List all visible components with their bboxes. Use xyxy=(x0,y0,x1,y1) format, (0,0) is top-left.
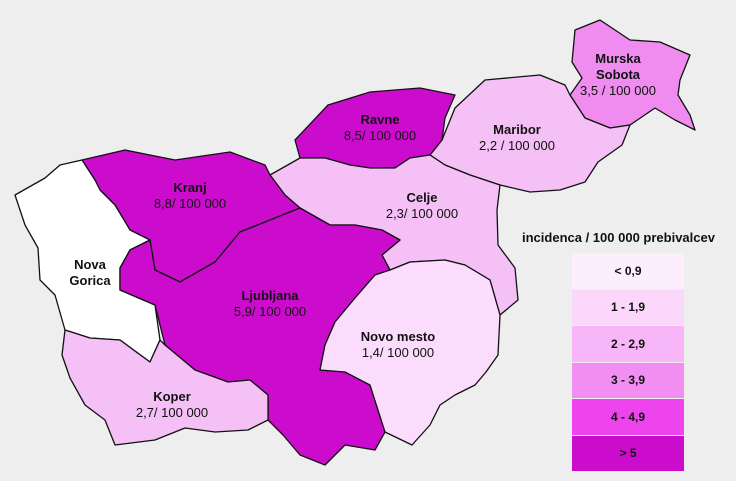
region-name: Ljubljana xyxy=(241,288,299,303)
region-label: Ljubljana 5,9/ 100 000 xyxy=(220,288,320,320)
region-label: Murska Sobota 3,5 / 100 000 xyxy=(573,51,663,99)
region-label: Kranj 8,8/ 100 000 xyxy=(140,180,240,212)
region-label: Maribor 2,2 / 100 000 xyxy=(467,122,567,154)
region-value: 1,4/ 100 000 xyxy=(361,345,435,360)
legend-item: 2 - 2,9 xyxy=(572,326,684,363)
region-name: Celje xyxy=(406,190,438,205)
region-label: Koper 2,7/ 100 000 xyxy=(122,389,222,421)
region-label: Nova Gorica xyxy=(55,257,125,289)
legend-title: incidenca / 100 000 prebivalcev xyxy=(522,230,715,245)
region-value: 2,7/ 100 000 xyxy=(135,405,209,420)
region-value: 3,5 / 100 000 xyxy=(580,83,656,98)
region-name: Novo mesto xyxy=(360,329,436,344)
legend-item: 1 - 1,9 xyxy=(572,289,684,326)
region-name: Maribor xyxy=(493,122,541,137)
region-value: 2,3/ 100 000 xyxy=(385,206,459,221)
region-value: 8,5/ 100 000 xyxy=(343,128,417,143)
region-murska-sobota xyxy=(569,19,696,131)
region-name: Murska xyxy=(595,51,641,66)
region-ljubljana xyxy=(119,207,401,466)
legend-item: 4 - 4,9 xyxy=(572,399,684,436)
region-koper xyxy=(61,329,269,446)
region-name: Gorica xyxy=(69,273,111,288)
region-label: Ravne 8,5/ 100 000 xyxy=(330,112,430,144)
legend-item: > 5 xyxy=(572,435,684,472)
legend-item: < 0,9 xyxy=(572,253,684,290)
region-value: 2,2 / 100 000 xyxy=(479,138,555,153)
region-name: Ravne xyxy=(360,112,400,127)
region-label: Celje 2,3/ 100 000 xyxy=(372,190,472,222)
region-novo-mesto xyxy=(319,259,501,446)
region-value: 8,8/ 100 000 xyxy=(153,196,227,211)
region-name: Kranj xyxy=(173,180,207,195)
region-name: Koper xyxy=(153,389,191,404)
legend: < 0,9 1 - 1,9 2 - 2,9 3 - 3,9 4 - 4,9 > 5 xyxy=(572,253,684,472)
region-name: Sobota xyxy=(595,67,641,82)
region-label: Novo mesto 1,4/ 100 000 xyxy=(348,329,448,361)
region-value: 5,9/ 100 000 xyxy=(233,304,307,319)
legend-item: 3 - 3,9 xyxy=(572,362,684,399)
region-name: Nova xyxy=(74,257,106,272)
